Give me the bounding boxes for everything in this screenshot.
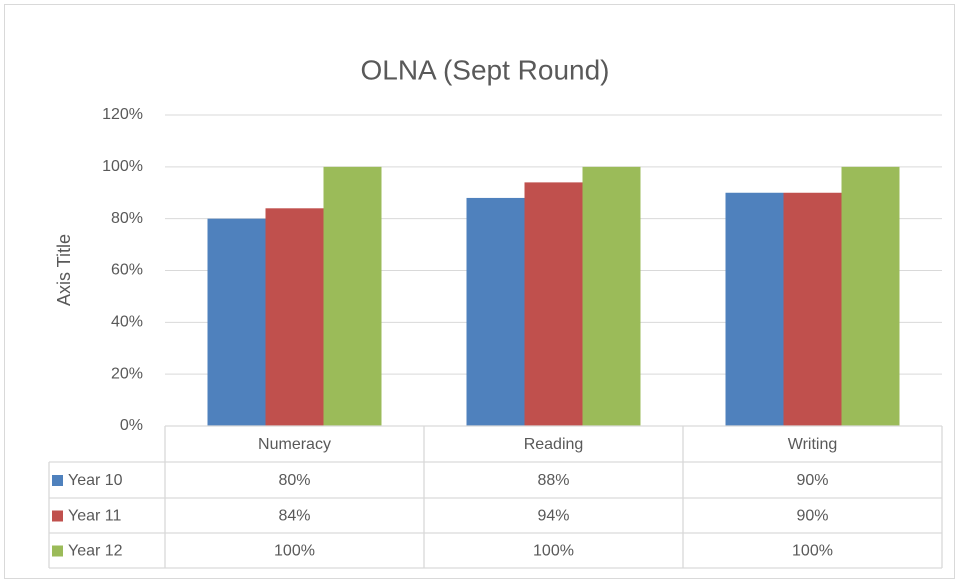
legend-label: Year 10: [68, 472, 123, 489]
y-tick-label: 20%: [111, 365, 143, 382]
data-label: 84%: [278, 508, 310, 525]
bar: [265, 208, 324, 426]
legend-label: Year 11: [68, 508, 121, 525]
legend-swatch: [52, 545, 63, 557]
chart-title: OLNA (Sept Round): [360, 54, 609, 85]
bar: [466, 197, 525, 426]
bar: [582, 166, 641, 427]
bar: [725, 192, 784, 426]
x-tick-label: Reading: [524, 436, 584, 453]
legend-label: Year 12: [68, 543, 123, 560]
bar: [783, 192, 842, 426]
x-tick-label: Writing: [788, 436, 838, 453]
y-tick-label: 40%: [111, 314, 143, 331]
data-label: 80%: [278, 472, 310, 489]
bar: [207, 218, 266, 426]
legend-swatch: [52, 510, 63, 522]
data-label: 100%: [792, 543, 833, 560]
y-axis-title: Axis Title: [54, 234, 74, 306]
y-tick-label: 100%: [102, 158, 143, 175]
data-label: 90%: [796, 508, 828, 525]
x-tick-label: Numeracy: [258, 436, 331, 453]
y-tick-label: 0%: [120, 417, 143, 434]
bar: [841, 166, 900, 427]
data-label: 100%: [274, 543, 315, 560]
bar: [524, 182, 583, 426]
data-label: 88%: [537, 472, 569, 489]
y-tick-label: 60%: [111, 262, 143, 279]
bar: [323, 166, 382, 427]
data-label: 100%: [533, 543, 574, 560]
legend-swatch: [52, 475, 63, 486]
data-label: 90%: [796, 472, 828, 489]
data-label: 94%: [537, 508, 569, 525]
y-tick-label: 120%: [102, 106, 143, 123]
y-tick-label: 80%: [111, 210, 143, 227]
